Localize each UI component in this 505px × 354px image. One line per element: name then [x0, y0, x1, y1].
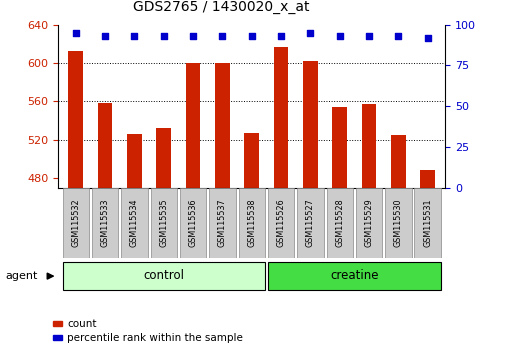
- Text: count: count: [67, 319, 96, 329]
- Bar: [127, 134, 141, 188]
- Point: [130, 33, 138, 39]
- FancyBboxPatch shape: [384, 188, 411, 258]
- FancyBboxPatch shape: [267, 188, 294, 258]
- FancyBboxPatch shape: [92, 188, 118, 258]
- Point: [276, 33, 284, 39]
- Text: GSM115534: GSM115534: [130, 199, 139, 247]
- Text: agent: agent: [5, 271, 37, 281]
- FancyBboxPatch shape: [209, 188, 235, 258]
- FancyBboxPatch shape: [63, 188, 89, 258]
- Bar: [156, 128, 171, 188]
- Text: GSM115533: GSM115533: [100, 199, 110, 247]
- Point: [364, 33, 372, 39]
- FancyBboxPatch shape: [355, 188, 381, 258]
- Text: GSM115535: GSM115535: [159, 199, 168, 247]
- Text: GSM115537: GSM115537: [218, 199, 226, 247]
- Bar: [244, 133, 259, 188]
- Point: [393, 33, 401, 39]
- Text: GSM115538: GSM115538: [247, 199, 256, 247]
- FancyBboxPatch shape: [414, 188, 440, 258]
- Point: [160, 33, 168, 39]
- Point: [306, 30, 314, 36]
- Point: [423, 35, 431, 41]
- Point: [335, 33, 343, 39]
- Bar: [302, 61, 317, 188]
- Text: GSM115530: GSM115530: [393, 199, 402, 247]
- Point: [218, 33, 226, 39]
- FancyBboxPatch shape: [63, 262, 265, 290]
- Bar: [185, 63, 200, 188]
- Point: [72, 30, 80, 36]
- Bar: [53, 321, 62, 326]
- Point: [101, 33, 109, 39]
- Bar: [215, 63, 229, 188]
- Text: control: control: [143, 269, 184, 282]
- Point: [189, 33, 197, 39]
- Text: GSM115531: GSM115531: [422, 199, 431, 247]
- FancyBboxPatch shape: [326, 188, 352, 258]
- Text: GSM115532: GSM115532: [71, 199, 80, 247]
- Point: [247, 33, 256, 39]
- FancyBboxPatch shape: [180, 188, 206, 258]
- FancyBboxPatch shape: [296, 188, 323, 258]
- Text: GSM115526: GSM115526: [276, 199, 285, 247]
- Bar: [332, 107, 346, 188]
- Text: percentile rank within the sample: percentile rank within the sample: [67, 333, 243, 343]
- Bar: [68, 51, 83, 188]
- Bar: [390, 135, 405, 188]
- Text: GDS2765 / 1430020_x_at: GDS2765 / 1430020_x_at: [132, 0, 309, 14]
- Text: GSM115529: GSM115529: [364, 199, 373, 247]
- Bar: [97, 103, 112, 188]
- Bar: [361, 104, 376, 188]
- Bar: [420, 170, 434, 188]
- FancyBboxPatch shape: [267, 262, 440, 290]
- Bar: [273, 47, 288, 188]
- Text: GSM115527: GSM115527: [306, 199, 314, 247]
- FancyBboxPatch shape: [238, 188, 265, 258]
- Text: creatine: creatine: [329, 269, 378, 282]
- Bar: [53, 335, 62, 340]
- Text: GSM115528: GSM115528: [334, 199, 343, 247]
- Text: GSM115536: GSM115536: [188, 199, 197, 247]
- FancyBboxPatch shape: [121, 188, 147, 258]
- FancyBboxPatch shape: [150, 188, 177, 258]
